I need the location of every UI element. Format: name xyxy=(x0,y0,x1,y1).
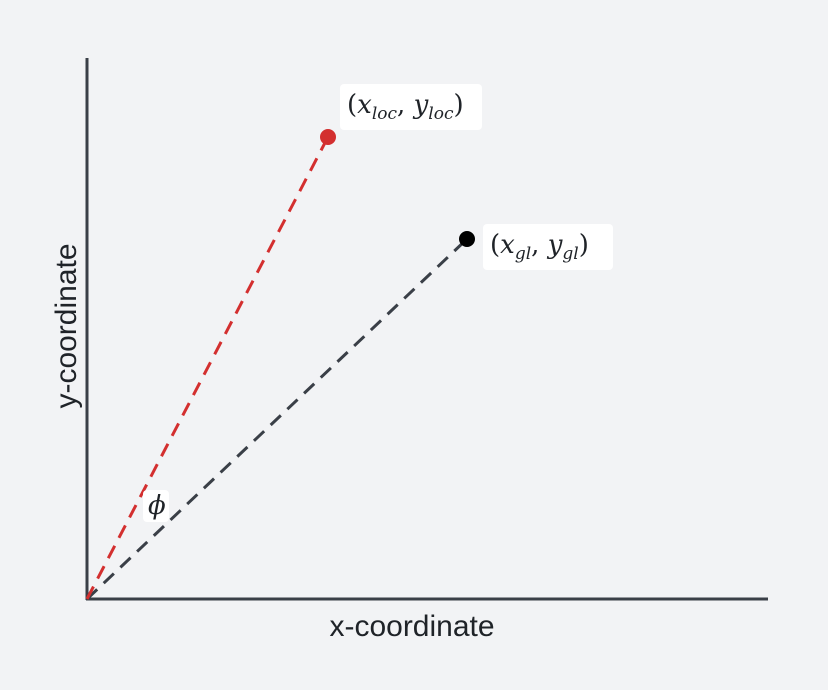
local-point-label-box xyxy=(340,84,482,130)
global-point-marker xyxy=(459,231,475,247)
local-point-marker xyxy=(320,129,336,145)
angle-label-box xyxy=(143,490,169,522)
y-axis-label: y-coordinate xyxy=(50,243,83,408)
global-vector-line xyxy=(85,237,469,601)
local-point-label: (xloc, yloc) xyxy=(347,90,464,124)
x-axis-label: x-coordinate xyxy=(329,610,494,643)
angle-label: ϕ xyxy=(148,491,166,521)
global-point-label-box xyxy=(483,224,613,270)
local-vector-line xyxy=(85,136,330,600)
global-point-label: (xgl, ygl) xyxy=(490,230,589,264)
